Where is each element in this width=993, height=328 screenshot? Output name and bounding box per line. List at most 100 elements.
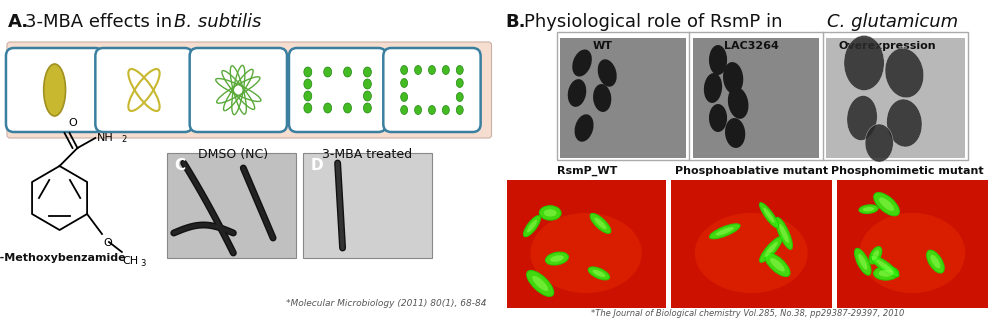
Ellipse shape xyxy=(429,66,436,74)
Ellipse shape xyxy=(876,259,893,272)
Ellipse shape xyxy=(847,95,877,140)
Ellipse shape xyxy=(545,252,568,265)
Ellipse shape xyxy=(760,203,779,228)
Text: Physiological role of RsmP in: Physiological role of RsmP in xyxy=(523,13,787,31)
Text: O: O xyxy=(69,118,76,128)
Ellipse shape xyxy=(725,118,746,148)
Ellipse shape xyxy=(304,79,312,89)
Ellipse shape xyxy=(874,193,900,216)
FancyBboxPatch shape xyxy=(506,180,665,308)
Ellipse shape xyxy=(926,250,944,273)
Text: *The Journal of Biological chemistry Vol.285, No.38, pp29387-29397, 2010: *The Journal of Biological chemistry Vol… xyxy=(591,309,904,318)
Ellipse shape xyxy=(879,270,894,277)
Ellipse shape xyxy=(765,242,778,257)
FancyBboxPatch shape xyxy=(289,48,386,132)
Text: A.: A. xyxy=(8,13,29,31)
Text: *Molecular Microbiology (2011) 80(1), 68-84: *Molecular Microbiology (2011) 80(1), 68… xyxy=(286,299,487,308)
Ellipse shape xyxy=(523,215,540,237)
Ellipse shape xyxy=(887,99,922,147)
Ellipse shape xyxy=(457,66,464,74)
Ellipse shape xyxy=(443,66,449,74)
Ellipse shape xyxy=(363,79,371,89)
Ellipse shape xyxy=(595,217,607,229)
Ellipse shape xyxy=(539,206,561,220)
Text: 3: 3 xyxy=(141,259,146,268)
Ellipse shape xyxy=(344,67,352,77)
Ellipse shape xyxy=(457,92,464,101)
Text: C. glutamicum: C. glutamicum xyxy=(827,13,958,31)
Ellipse shape xyxy=(304,67,312,77)
Ellipse shape xyxy=(593,84,612,112)
Ellipse shape xyxy=(879,197,894,211)
Ellipse shape xyxy=(598,59,617,87)
Text: D: D xyxy=(311,158,324,173)
Ellipse shape xyxy=(401,106,408,114)
Text: O: O xyxy=(103,238,112,248)
Ellipse shape xyxy=(760,236,782,262)
Ellipse shape xyxy=(860,213,965,293)
Text: Phosphoablative mutant: Phosphoablative mutant xyxy=(674,166,828,176)
FancyBboxPatch shape xyxy=(826,38,965,158)
Ellipse shape xyxy=(363,91,371,101)
Ellipse shape xyxy=(572,50,592,76)
FancyBboxPatch shape xyxy=(6,48,103,132)
Ellipse shape xyxy=(723,62,744,94)
Ellipse shape xyxy=(728,87,749,119)
FancyBboxPatch shape xyxy=(190,48,287,132)
Ellipse shape xyxy=(770,258,784,272)
Ellipse shape xyxy=(429,106,436,114)
Text: Phosphomimetic mutant: Phosphomimetic mutant xyxy=(831,166,984,176)
Text: LAC3264: LAC3264 xyxy=(724,41,779,51)
FancyBboxPatch shape xyxy=(560,38,686,158)
Text: 3-MBA treated: 3-MBA treated xyxy=(323,148,412,161)
Ellipse shape xyxy=(776,217,792,249)
Ellipse shape xyxy=(859,205,878,214)
Ellipse shape xyxy=(575,114,594,142)
Ellipse shape xyxy=(885,48,923,98)
FancyBboxPatch shape xyxy=(837,180,988,308)
Text: RsmP_WT: RsmP_WT xyxy=(557,166,618,176)
Text: 2: 2 xyxy=(121,135,126,145)
Ellipse shape xyxy=(872,250,879,260)
FancyBboxPatch shape xyxy=(303,153,432,258)
Ellipse shape xyxy=(858,254,868,270)
Ellipse shape xyxy=(443,106,449,114)
Ellipse shape xyxy=(704,73,722,103)
Ellipse shape xyxy=(457,78,464,88)
FancyBboxPatch shape xyxy=(383,48,481,132)
Ellipse shape xyxy=(530,213,641,293)
Ellipse shape xyxy=(415,106,422,114)
Ellipse shape xyxy=(844,35,884,91)
Text: 3-Methoxybenzamide: 3-Methoxybenzamide xyxy=(0,253,126,263)
Text: WT: WT xyxy=(592,41,613,51)
Ellipse shape xyxy=(590,214,611,233)
FancyBboxPatch shape xyxy=(7,42,492,138)
FancyBboxPatch shape xyxy=(167,153,296,258)
Text: DMSO (NC): DMSO (NC) xyxy=(199,148,268,161)
FancyBboxPatch shape xyxy=(670,180,832,308)
Ellipse shape xyxy=(363,103,371,113)
Ellipse shape xyxy=(526,270,554,297)
Ellipse shape xyxy=(765,253,790,277)
Text: 3-MBA effects in: 3-MBA effects in xyxy=(25,13,178,31)
Ellipse shape xyxy=(869,247,882,264)
Ellipse shape xyxy=(401,78,408,88)
Ellipse shape xyxy=(593,270,606,277)
Ellipse shape xyxy=(401,66,408,74)
Ellipse shape xyxy=(304,103,312,113)
Ellipse shape xyxy=(709,45,727,75)
Ellipse shape xyxy=(695,213,807,293)
Ellipse shape xyxy=(716,227,734,236)
Ellipse shape xyxy=(870,255,899,277)
Text: NH: NH xyxy=(97,133,114,143)
Ellipse shape xyxy=(324,67,332,77)
Text: Overexpression: Overexpression xyxy=(838,41,936,51)
Ellipse shape xyxy=(304,91,312,101)
Ellipse shape xyxy=(550,255,564,262)
Ellipse shape xyxy=(709,224,740,239)
Ellipse shape xyxy=(588,267,610,280)
Text: CH: CH xyxy=(123,256,139,266)
Ellipse shape xyxy=(457,106,464,114)
FancyBboxPatch shape xyxy=(693,38,819,158)
Text: B. subtilis: B. subtilis xyxy=(174,13,261,31)
